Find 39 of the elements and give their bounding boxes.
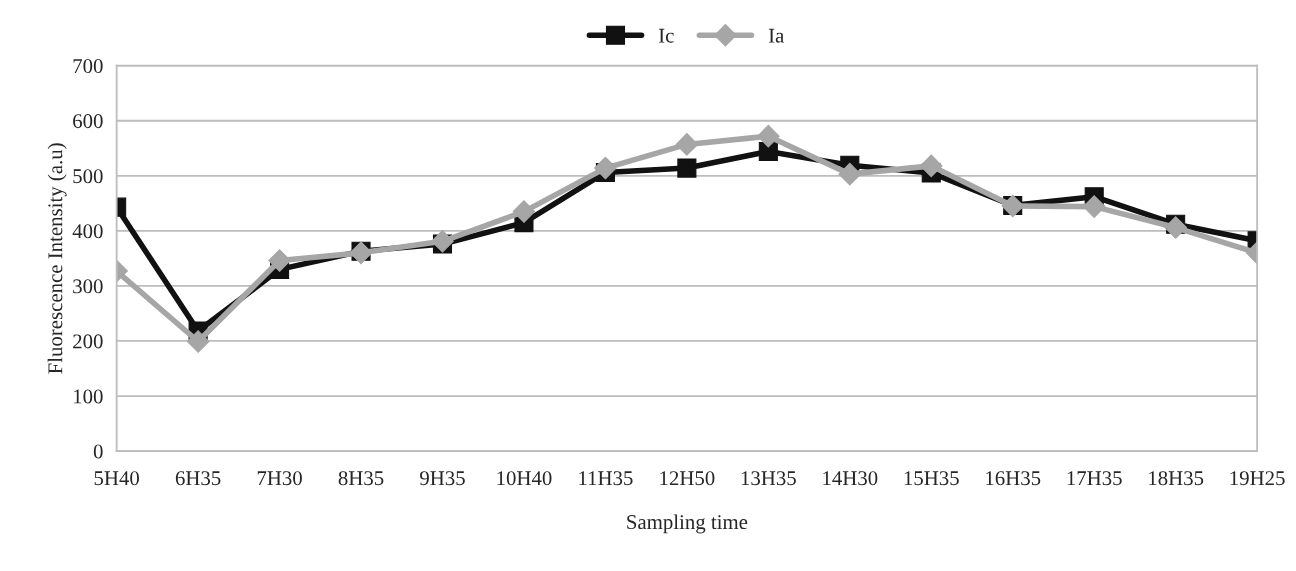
point [431, 229, 454, 253]
x-tick-label: 14H30 [823, 471, 878, 486]
x-tick-label: 18H35 [1149, 471, 1204, 486]
legend-label: Ic [658, 28, 674, 43]
y-tick-label: 700 [73, 59, 103, 74]
x-tick-label: 10H40 [497, 471, 552, 486]
y-tick-label: 500 [73, 169, 103, 184]
x-tick-label: 16H35 [986, 471, 1041, 486]
x-tick-label: 9H35 [420, 471, 465, 486]
point [512, 200, 536, 223]
y-tick-label: 0 [93, 444, 103, 459]
y-tick-label: 200 [73, 334, 103, 349]
legend-label: Ia [768, 28, 785, 43]
point [594, 156, 617, 180]
point [757, 124, 780, 148]
point [677, 158, 697, 178]
x-tick-label: 17H35 [1067, 471, 1122, 486]
x-tick-label: 8H35 [338, 471, 384, 486]
point [838, 162, 862, 186]
point [675, 133, 699, 156]
x-tick-label: 19H25 [1230, 471, 1285, 486]
x-tick-label: 15H35 [904, 471, 959, 486]
y-axis-title: Fluorescence Intensity (a.u) [47, 143, 67, 374]
y-tick-label: 600 [73, 114, 103, 129]
point [186, 330, 210, 353]
x-tick-label: 7H30 [257, 471, 302, 486]
y-tick-label: 100 [74, 389, 103, 404]
point [1082, 195, 1106, 218]
x-tick-label: 5H40 [94, 471, 139, 486]
x-axis-title: Sampling time [627, 514, 748, 534]
point [919, 154, 943, 178]
x-tick-label: 11H35 [579, 471, 633, 486]
point [268, 249, 291, 272]
x-tick-label: 12H50 [660, 471, 715, 486]
x-tick-label: 6H35 [175, 471, 221, 486]
y-tick-label: 400 [72, 224, 103, 239]
x-tick-label: 13H35 [741, 471, 796, 486]
y-tick-label: 300 [73, 279, 103, 294]
point [1164, 216, 1187, 239]
